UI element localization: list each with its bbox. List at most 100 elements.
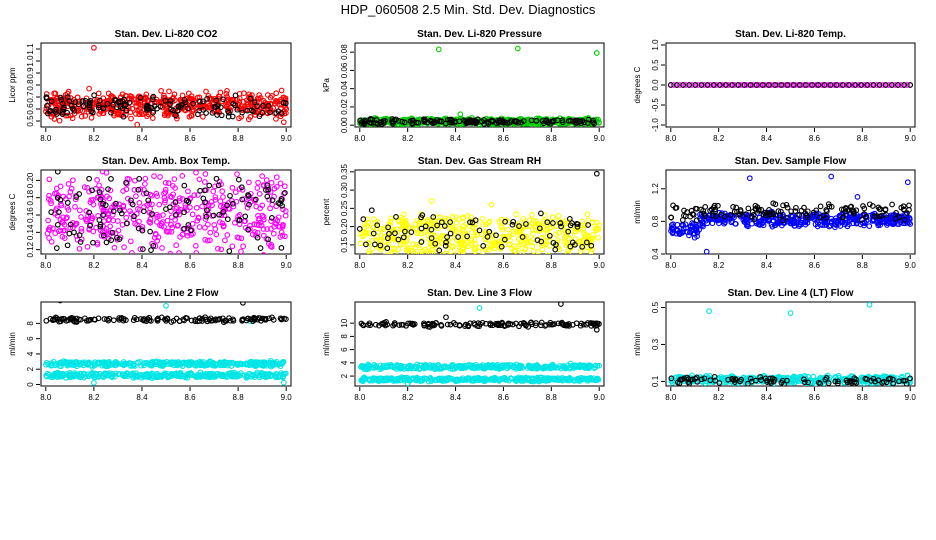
data-point xyxy=(173,242,180,249)
data-point xyxy=(95,90,102,97)
data-point xyxy=(520,118,527,124)
data-point xyxy=(136,200,143,206)
data-point xyxy=(101,316,108,322)
data-point xyxy=(165,361,171,367)
data-point xyxy=(566,255,571,260)
data-point xyxy=(409,121,416,127)
data-point xyxy=(585,222,591,228)
data-point xyxy=(153,219,160,225)
data-point xyxy=(369,116,376,123)
data-point xyxy=(882,82,889,88)
data-point xyxy=(193,360,200,366)
data-point xyxy=(362,220,369,227)
y-tick-label: 0.04 xyxy=(340,80,349,96)
data-point xyxy=(563,233,569,239)
data-point xyxy=(229,243,236,250)
data-point xyxy=(176,195,183,201)
data-point xyxy=(184,232,191,239)
data-point xyxy=(202,224,208,231)
y-tick-label: 0.06 xyxy=(340,62,349,78)
data-point xyxy=(232,102,238,109)
data-point xyxy=(429,320,436,327)
data-point xyxy=(104,316,110,323)
data-point xyxy=(118,315,124,322)
data-point xyxy=(161,199,168,206)
x-tick-label: 8.8 xyxy=(233,134,245,143)
data-point xyxy=(670,82,677,88)
data-point xyxy=(362,375,369,382)
x-tick-label: 8.0 xyxy=(354,261,366,270)
data-point xyxy=(128,115,134,122)
data-point xyxy=(212,183,218,190)
data-point xyxy=(429,250,436,254)
data-point xyxy=(589,219,596,226)
data-point xyxy=(567,243,574,250)
x-tick-label: 9.0 xyxy=(594,261,606,270)
y-axis-label: percent xyxy=(322,198,331,225)
data-point xyxy=(137,94,144,101)
data-point xyxy=(588,242,595,249)
data-point xyxy=(239,317,245,324)
data-point xyxy=(134,99,140,106)
data-point xyxy=(754,204,761,210)
data-point xyxy=(422,223,429,230)
data-point xyxy=(393,214,399,220)
data-point xyxy=(442,120,449,127)
data-point xyxy=(491,374,498,381)
data-point xyxy=(248,107,255,114)
data-point xyxy=(843,82,850,88)
data-point xyxy=(410,241,416,247)
data-point xyxy=(153,190,160,197)
data-point xyxy=(801,204,807,211)
data-point xyxy=(721,213,728,220)
y-axis-label: ml/min xyxy=(8,332,17,356)
data-point xyxy=(230,371,236,378)
data-point xyxy=(699,222,706,229)
data-point xyxy=(564,376,571,382)
x-tick-label: 8.0 xyxy=(665,261,677,270)
data-point xyxy=(498,243,505,250)
data-point xyxy=(668,214,675,221)
data-point xyxy=(69,115,76,122)
data-point xyxy=(195,374,202,380)
data-point xyxy=(150,93,157,100)
data-point xyxy=(160,94,167,101)
data-point xyxy=(372,241,378,248)
data-point xyxy=(113,97,119,104)
data-point xyxy=(723,82,729,88)
data-point xyxy=(217,198,224,204)
data-point xyxy=(751,216,758,222)
data-point xyxy=(91,380,97,386)
data-point xyxy=(367,250,373,254)
data-point xyxy=(519,234,526,240)
data-point xyxy=(274,184,280,190)
data-point xyxy=(444,234,450,240)
data-point xyxy=(895,82,901,88)
data-point xyxy=(388,215,394,222)
data-point xyxy=(44,230,51,237)
data-point xyxy=(62,374,69,381)
data-point xyxy=(209,110,216,116)
x-tick-label: 9.0 xyxy=(281,393,293,402)
data-point xyxy=(693,217,700,224)
data-point xyxy=(453,363,460,370)
x-tick-label: 8.8 xyxy=(546,261,558,270)
data-point xyxy=(447,248,454,254)
data-point xyxy=(245,116,252,123)
data-point xyxy=(213,231,220,238)
data-point xyxy=(131,213,137,220)
data-point xyxy=(87,222,93,229)
data-point xyxy=(54,170,61,175)
x-tick-label: 8.6 xyxy=(498,393,510,402)
data-point xyxy=(533,117,540,124)
data-point xyxy=(687,213,694,220)
data-point xyxy=(80,371,87,378)
y-tick-label: -1.0 xyxy=(651,118,660,132)
data-point xyxy=(183,372,190,378)
data-point xyxy=(414,361,420,368)
data-point xyxy=(387,218,394,225)
data-point xyxy=(404,380,411,386)
y-tick-label: 0.00 xyxy=(340,117,349,133)
data-point xyxy=(155,373,162,380)
data-point xyxy=(360,216,367,222)
